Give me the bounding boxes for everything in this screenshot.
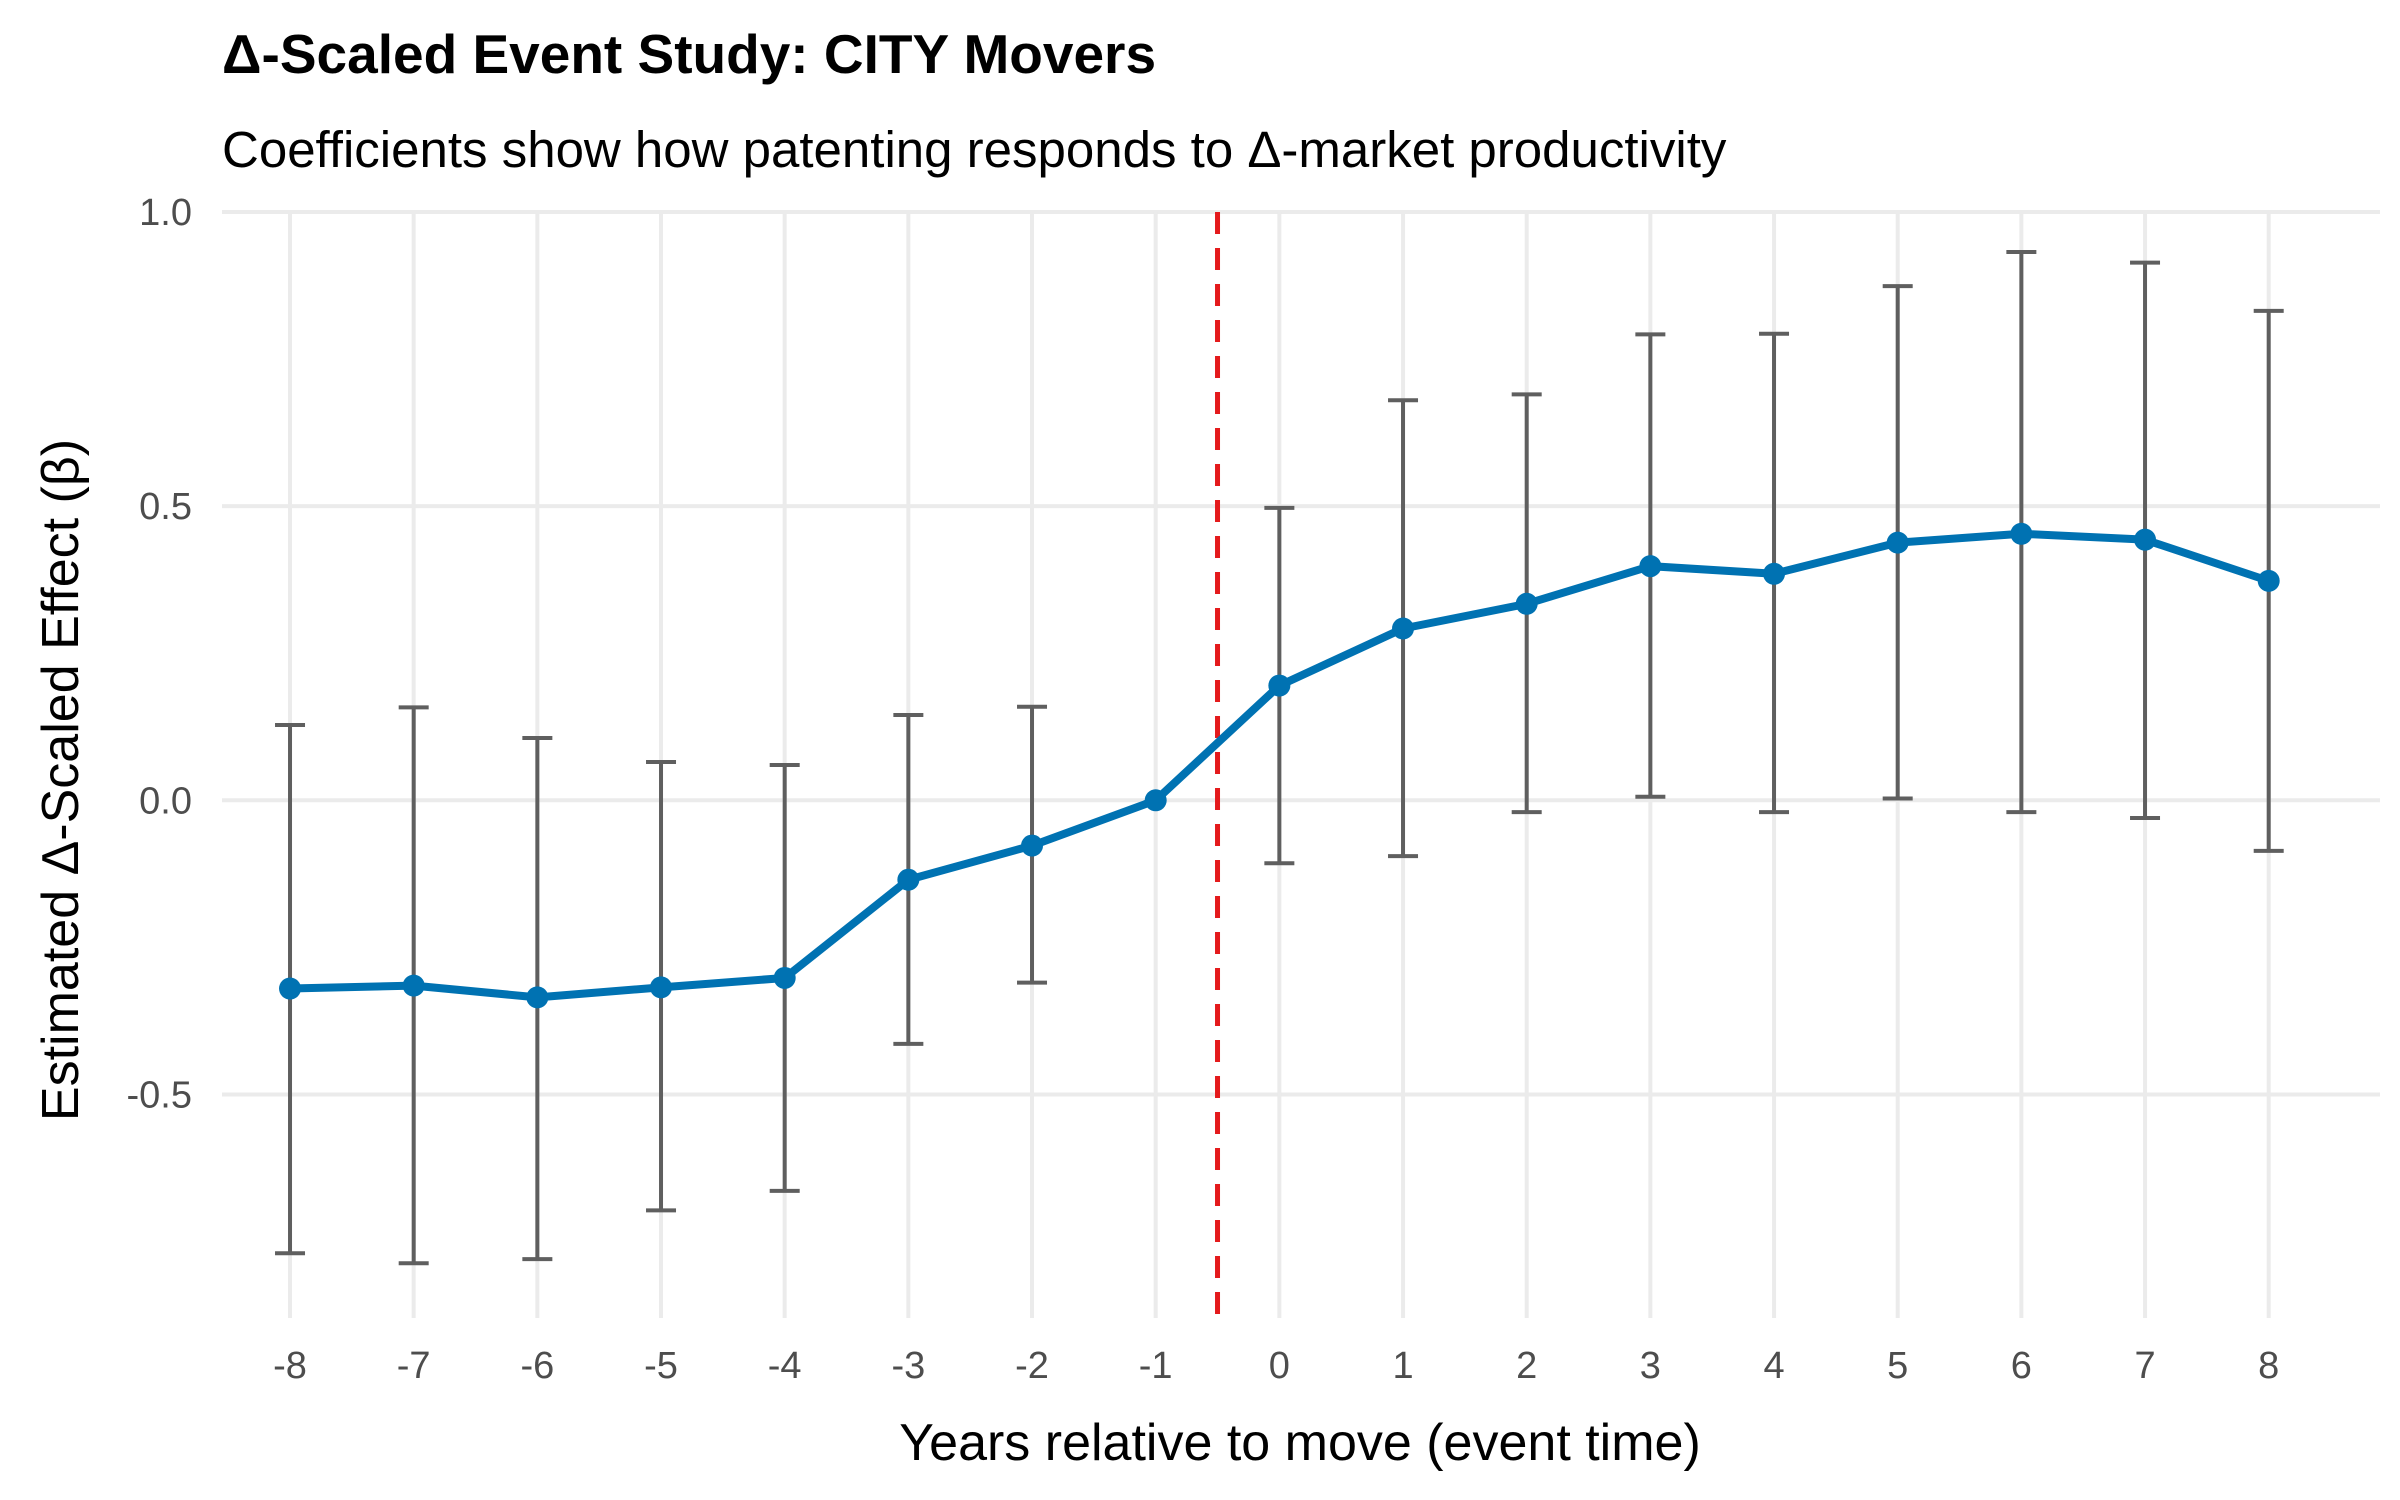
- x-tick-label: -1: [1139, 1345, 1173, 1387]
- data-point: [279, 977, 302, 1000]
- data-point: [2134, 528, 2157, 551]
- x-tick-label: 5: [1887, 1345, 1908, 1387]
- x-tick-label: 4: [1763, 1345, 1784, 1387]
- data-point: [1392, 617, 1415, 640]
- x-tick-label: 0: [1269, 1345, 1290, 1387]
- data-point: [1763, 562, 1786, 585]
- chart-subtitle: Coefficients show how patenting responds…: [222, 121, 1727, 178]
- x-tick-label: -5: [644, 1345, 678, 1387]
- x-tick-label: 7: [2134, 1345, 2155, 1387]
- data-point: [526, 986, 549, 1009]
- data-point: [1268, 674, 1291, 697]
- x-tick-label: 3: [1640, 1345, 1661, 1387]
- data-point-layer: [279, 522, 2280, 1009]
- x-tick-label: 8: [2258, 1345, 2279, 1387]
- data-point: [2257, 569, 2280, 592]
- data-point: [1639, 555, 1662, 578]
- y-axis-title: Estimated Δ-Scaled Effect (β): [32, 439, 90, 1121]
- x-tick-label: -4: [768, 1345, 802, 1387]
- y-tick-label: 0.5: [139, 486, 192, 528]
- x-tick-label: 1: [1392, 1345, 1413, 1387]
- x-tick-label: -7: [397, 1345, 431, 1387]
- x-tick-label-layer: -8 -7 -6 -5 -4 -3 -2 -1 0 1 2 3 4 5 6 7 8: [273, 1345, 2279, 1387]
- data-point: [1144, 789, 1167, 812]
- data-point: [402, 974, 425, 997]
- data-point: [1021, 834, 1044, 857]
- data-point: [1886, 531, 1909, 554]
- chart-title: Δ-Scaled Event Study: CITY Movers: [222, 23, 1157, 85]
- x-axis-title: Years relative to move (event time): [899, 1414, 1701, 1472]
- data-point: [1515, 592, 1538, 615]
- x-tick-label: -8: [273, 1345, 307, 1387]
- y-tick-label: -0.5: [127, 1074, 192, 1116]
- data-point: [2010, 522, 2033, 545]
- x-tick-label: -3: [891, 1345, 925, 1387]
- x-tick-label: 2: [1516, 1345, 1537, 1387]
- data-point: [650, 976, 673, 999]
- data-point: [773, 966, 796, 989]
- data-point: [897, 868, 920, 891]
- x-tick-label: 6: [2011, 1345, 2032, 1387]
- error-bar-layer: [275, 250, 2284, 1266]
- x-tick-label: -2: [1015, 1345, 1049, 1387]
- y-tick-label: 1.0: [139, 192, 192, 234]
- grid-layer: [222, 210, 2380, 1318]
- y-tick-label: 0.0: [139, 780, 192, 822]
- y-tick-label-layer: -0.5 0.0 0.5 1.0: [127, 192, 192, 1116]
- x-tick-label: -6: [520, 1345, 554, 1387]
